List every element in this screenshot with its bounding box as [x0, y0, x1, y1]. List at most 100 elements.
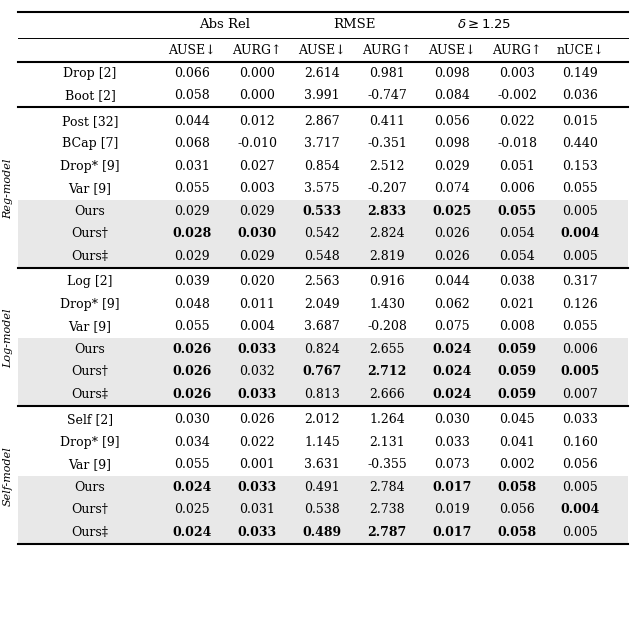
- Text: $\delta \geq 1.25$: $\delta \geq 1.25$: [458, 17, 511, 31]
- Text: Boot [2]: Boot [2]: [65, 89, 115, 102]
- Text: 2.784: 2.784: [369, 481, 405, 494]
- Text: 0.017: 0.017: [432, 526, 472, 538]
- Text: 0.000: 0.000: [239, 67, 275, 80]
- Text: Var [9]: Var [9]: [68, 182, 111, 195]
- Text: 0.030: 0.030: [434, 413, 470, 426]
- Text: 2.712: 2.712: [367, 365, 406, 378]
- Text: 0.055: 0.055: [562, 182, 598, 195]
- Text: 0.039: 0.039: [174, 275, 210, 288]
- Text: 0.031: 0.031: [174, 160, 210, 173]
- Text: 0.005: 0.005: [562, 526, 598, 538]
- Text: Var [9]: Var [9]: [68, 320, 111, 333]
- Text: AURG↑: AURG↑: [232, 43, 282, 57]
- Text: 0.075: 0.075: [434, 320, 470, 333]
- Text: 0.026: 0.026: [172, 365, 212, 378]
- Text: 0.538: 0.538: [304, 503, 340, 516]
- Text: 0.022: 0.022: [499, 115, 535, 128]
- Text: 3.717: 3.717: [304, 137, 340, 151]
- Text: 0.003: 0.003: [499, 67, 535, 80]
- Text: 0.020: 0.020: [239, 275, 275, 288]
- Text: Ours‡: Ours‡: [72, 249, 109, 263]
- Text: 1.430: 1.430: [369, 298, 405, 311]
- Text: 0.026: 0.026: [239, 413, 275, 426]
- Text: 0.058: 0.058: [497, 481, 536, 494]
- Text: 2.787: 2.787: [367, 526, 406, 538]
- Bar: [18, 383, 628, 406]
- Text: Abs Rel: Abs Rel: [199, 17, 250, 31]
- Text: 3.991: 3.991: [304, 89, 340, 102]
- Bar: [18, 223, 628, 245]
- Text: 0.317: 0.317: [562, 275, 598, 288]
- Text: 2.131: 2.131: [369, 436, 405, 449]
- Text: 0.025: 0.025: [433, 205, 472, 218]
- Text: 0.073: 0.073: [434, 458, 470, 471]
- Text: 0.058: 0.058: [174, 89, 210, 102]
- Bar: [18, 521, 628, 544]
- Text: 0.491: 0.491: [304, 481, 340, 494]
- Text: 0.033: 0.033: [237, 526, 276, 538]
- Text: AURG↑: AURG↑: [362, 43, 412, 57]
- Text: 0.029: 0.029: [174, 205, 210, 218]
- Text: 0.024: 0.024: [432, 388, 472, 401]
- Text: 0.005: 0.005: [561, 365, 600, 378]
- Text: 0.411: 0.411: [369, 115, 405, 128]
- Text: Reg-model: Reg-model: [3, 159, 13, 219]
- Text: -0.207: -0.207: [367, 182, 407, 195]
- Text: BCap [7]: BCap [7]: [62, 137, 118, 151]
- Text: 0.015: 0.015: [562, 115, 598, 128]
- Bar: [18, 200, 628, 223]
- Text: 0.062: 0.062: [434, 298, 470, 311]
- Text: 0.011: 0.011: [239, 298, 275, 311]
- Text: 0.440: 0.440: [562, 137, 598, 151]
- Text: 2.833: 2.833: [367, 205, 406, 218]
- Text: 0.054: 0.054: [499, 227, 535, 241]
- Text: Log [2]: Log [2]: [67, 275, 113, 288]
- Text: 2.666: 2.666: [369, 388, 405, 401]
- Text: 0.160: 0.160: [562, 436, 598, 449]
- Text: 0.033: 0.033: [434, 436, 470, 449]
- Text: 2.824: 2.824: [369, 227, 405, 241]
- Text: 0.026: 0.026: [172, 388, 212, 401]
- Text: 0.033: 0.033: [237, 343, 276, 356]
- Text: Ours: Ours: [75, 205, 106, 218]
- Text: 2.012: 2.012: [304, 413, 340, 426]
- Text: 0.024: 0.024: [432, 343, 472, 356]
- Text: Ours†: Ours†: [72, 365, 108, 378]
- Text: Var [9]: Var [9]: [68, 458, 111, 471]
- Text: 2.049: 2.049: [304, 298, 340, 311]
- Text: 0.074: 0.074: [434, 182, 470, 195]
- Text: Drop* [9]: Drop* [9]: [60, 160, 120, 173]
- Text: Post [32]: Post [32]: [61, 115, 118, 128]
- Text: 0.045: 0.045: [499, 413, 535, 426]
- Text: 0.044: 0.044: [174, 115, 210, 128]
- Text: nUCE↓: nUCE↓: [556, 43, 604, 57]
- Text: 0.026: 0.026: [434, 249, 470, 263]
- Text: 0.036: 0.036: [562, 89, 598, 102]
- Text: 0.059: 0.059: [497, 343, 536, 356]
- Text: 3.575: 3.575: [304, 182, 340, 195]
- Text: 0.854: 0.854: [304, 160, 340, 173]
- Text: 0.031: 0.031: [239, 503, 275, 516]
- Text: 0.030: 0.030: [237, 227, 276, 241]
- Text: RMSE: RMSE: [333, 17, 376, 31]
- Text: 0.533: 0.533: [303, 205, 342, 218]
- Text: 0.044: 0.044: [434, 275, 470, 288]
- Text: 0.981: 0.981: [369, 67, 405, 80]
- Text: 0.006: 0.006: [562, 343, 598, 356]
- Text: 0.021: 0.021: [499, 298, 535, 311]
- Text: 0.034: 0.034: [174, 436, 210, 449]
- Text: 2.655: 2.655: [369, 343, 404, 356]
- Text: AUSE↓: AUSE↓: [428, 43, 476, 57]
- Text: 0.548: 0.548: [304, 249, 340, 263]
- Text: 0.017: 0.017: [432, 481, 472, 494]
- Text: 0.033: 0.033: [237, 481, 276, 494]
- Text: 2.614: 2.614: [304, 67, 340, 80]
- Text: Ours†: Ours†: [72, 503, 108, 516]
- Text: 0.038: 0.038: [499, 275, 535, 288]
- Text: 0.027: 0.027: [239, 160, 275, 173]
- Text: 0.055: 0.055: [174, 182, 210, 195]
- Text: Ours‡: Ours‡: [72, 526, 109, 538]
- Text: Ours†: Ours†: [72, 227, 108, 241]
- Text: 0.084: 0.084: [434, 89, 470, 102]
- Text: 0.005: 0.005: [562, 249, 598, 263]
